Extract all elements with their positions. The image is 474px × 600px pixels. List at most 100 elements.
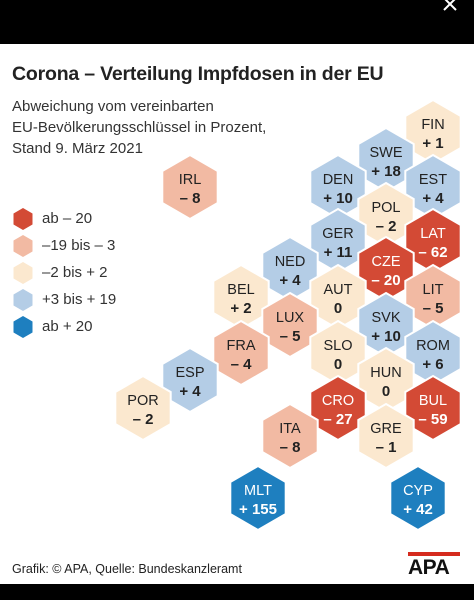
hex-country-code: LUX: [276, 310, 305, 326]
subtitle-line-2: EU-Bevölkerungsschlüssel in Prozent,: [12, 119, 267, 136]
hex-country-code: BUL: [419, 393, 447, 409]
hex-rom: ROM + 6: [404, 319, 462, 387]
hex-value-label: – 27: [323, 411, 352, 428]
legend-hex-swatch: [13, 289, 33, 311]
hex-value-label: 0: [334, 356, 342, 373]
hex-swe: SWE + 18: [357, 126, 415, 194]
apa-logo: APA: [408, 552, 460, 579]
source-footer: Grafik: © APA, Quelle: Bundeskanzleramt: [12, 562, 242, 576]
chart-title: Corona – Verteilung Impfdosen in der EU: [12, 63, 384, 85]
hex-esp: ESP + 4: [161, 346, 219, 414]
hex-shape: [261, 402, 319, 470]
hex-shape: [309, 374, 367, 442]
hex-value-label: + 11: [324, 244, 353, 261]
hex-cze: CZE – 20: [357, 235, 415, 303]
hex-value-label: + 4: [422, 190, 444, 207]
hex-value-label: + 10: [371, 328, 401, 345]
hex-country-code: DEN: [323, 172, 354, 188]
hex-cro: CRO – 27: [309, 374, 367, 442]
hex-value-label: – 20: [371, 272, 400, 289]
hex-value-label: – 1: [376, 439, 397, 456]
hex-value-label: + 155: [239, 501, 277, 518]
hex-shape: [114, 374, 172, 442]
hex-slo: SLO 0: [309, 319, 367, 387]
hex-value-label: + 2: [230, 300, 251, 317]
chart-card: Corona – Verteilung Impfdosen in der EU …: [0, 44, 474, 584]
hex-shape: [229, 464, 287, 532]
hex-ger: GER + 11: [309, 207, 367, 275]
hex-irl: IRL – 8: [161, 153, 219, 221]
hex-value-label: – 59: [418, 411, 447, 428]
hex-den: DEN + 10: [309, 153, 367, 221]
legend-label: –19 bis – 3: [42, 237, 116, 254]
hex-country-code: LIT: [423, 282, 444, 298]
hex-shape: [389, 464, 447, 532]
hex-value-label: – 2: [133, 411, 154, 428]
hex-bul: BUL – 59: [404, 374, 462, 442]
hex-country-code: SVK: [371, 310, 400, 326]
hex-bel: BEL + 2: [212, 263, 270, 331]
hex-shape: [404, 374, 462, 442]
close-icon[interactable]: [440, 0, 460, 20]
logo-bar: [408, 552, 460, 556]
hex-country-code: IRL: [179, 172, 202, 188]
hex-value-label: – 8: [180, 190, 201, 207]
hex-country-code: BEL: [227, 282, 254, 298]
hex-country-code: ITA: [279, 421, 301, 437]
hex-country-code: FIN: [421, 117, 444, 133]
hex-value-label: – 5: [423, 300, 444, 317]
legend-label: +3 bis + 19: [42, 291, 117, 308]
hex-country-code: MLT: [244, 483, 272, 499]
hex-hun: HUN 0: [357, 346, 415, 414]
hex-country-code: SWE: [369, 145, 402, 161]
hex-value-label: – 2: [376, 218, 397, 235]
hex-ita: ITA – 8: [261, 402, 319, 470]
hex-shape: [212, 319, 270, 387]
bottom-bar: [0, 584, 474, 600]
hex-country-code: HUN: [370, 365, 401, 381]
hex-country-code: GRE: [370, 421, 402, 437]
eu-hex-map: FIN + 1 SWE + 18 IRL – 8 DEN + 10 EST + 4 POL – 2 GE…: [114, 98, 462, 532]
hex-shape: [357, 402, 415, 470]
hex-value-label: – 5: [280, 328, 301, 345]
hex-country-code: AUT: [324, 282, 353, 298]
hex-mlt: MLT + 155: [229, 464, 287, 532]
hex-country-code: ESP: [175, 365, 204, 381]
subtitle-line-1: Abweichung vom vereinbarten: [12, 98, 214, 115]
hex-country-code: CZE: [372, 254, 401, 270]
hex-value-label: + 18: [371, 163, 401, 180]
legend-label: ab + 20: [42, 318, 93, 335]
hex-value-label: + 42: [403, 501, 433, 518]
legend-label: ab – 20: [42, 210, 93, 227]
hex-value-label: + 1: [422, 135, 443, 152]
hex-shape: [161, 153, 219, 221]
hex-country-code: POL: [371, 200, 400, 216]
hex-shape: [261, 291, 319, 359]
hex-country-code: CYP: [403, 483, 433, 499]
subtitle-line-3: Stand 9. März 2021: [12, 140, 143, 157]
hex-por: POR – 2: [114, 374, 172, 442]
hex-value-label: – 4: [231, 356, 253, 373]
hex-value-label: 0: [382, 383, 390, 400]
top-bar: [0, 0, 474, 44]
hex-value-label: 0: [334, 300, 342, 317]
hex-country-code: NED: [275, 254, 306, 270]
legend-label: –2 bis + 2: [42, 264, 108, 281]
hex-lux: LUX – 5: [261, 291, 319, 359]
hex-country-code: CRO: [322, 393, 354, 409]
logo-text: APA: [408, 556, 450, 579]
hex-fra: FRA – 4: [212, 319, 270, 387]
hex-country-code: EST: [419, 172, 447, 188]
hex-value-label: – 8: [280, 439, 301, 456]
hex-value-label: + 4: [179, 383, 201, 400]
hex-value-label: + 10: [323, 190, 353, 207]
hex-lit: LIT – 5: [404, 263, 462, 331]
hex-cyp: CYP + 42: [389, 464, 447, 532]
hex-fin: FIN + 1: [404, 98, 462, 166]
hex-country-code: FRA: [227, 338, 256, 354]
hex-ned: NED + 4: [261, 235, 319, 303]
hex-value-label: + 4: [279, 272, 301, 289]
legend-hex-swatch: [13, 316, 33, 338]
hex-country-code: ROM: [416, 338, 450, 354]
hex-value-label: + 6: [422, 356, 443, 373]
